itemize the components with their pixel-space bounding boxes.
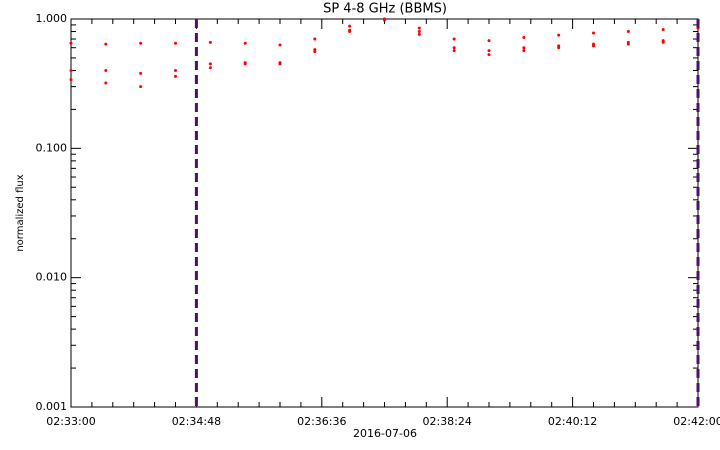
data-point	[208, 62, 212, 66]
data-point	[417, 26, 421, 30]
data-point	[487, 53, 491, 57]
data-point	[661, 40, 665, 44]
y-tick-label: 0.010	[36, 271, 68, 284]
plot-frame	[70, 18, 699, 408]
data-point	[278, 43, 282, 47]
data-point	[522, 46, 526, 50]
data-point	[104, 42, 108, 46]
data-point	[208, 66, 212, 70]
data-point	[313, 50, 317, 54]
data-point	[452, 37, 456, 41]
data-point	[243, 62, 247, 66]
chart-title: SP 4-8 GHz (BBMS)	[323, 2, 447, 17]
y-tick-label: 0.100	[36, 141, 68, 154]
data-point	[174, 41, 177, 45]
data-point	[522, 35, 526, 39]
data-point	[592, 44, 595, 48]
x-axis-label: 2016-07-06	[353, 427, 417, 440]
data-point	[452, 46, 456, 50]
data-point	[348, 24, 352, 28]
data-point	[487, 39, 491, 43]
data-point	[592, 31, 595, 35]
data-point	[174, 74, 177, 78]
data-point	[243, 41, 247, 45]
data-point	[104, 68, 108, 72]
y-tick-label: 1.000	[36, 12, 68, 25]
data-point	[522, 49, 526, 53]
data-point	[104, 81, 108, 85]
data-point	[417, 30, 421, 34]
data-point	[626, 42, 630, 46]
data-point	[557, 33, 561, 37]
data-point	[208, 40, 212, 44]
data-point	[417, 32, 421, 36]
data-point	[69, 41, 73, 45]
data-point	[348, 30, 352, 34]
data-point	[661, 27, 665, 31]
data-point	[139, 85, 143, 89]
x-tick-label: 02:33:00	[46, 415, 95, 428]
y-tick-label: 0.001	[36, 400, 68, 413]
x-tick-label: 02:42:00	[673, 415, 720, 428]
x-tick-label: 02:34:48	[172, 415, 221, 428]
data-point	[487, 49, 491, 53]
data-point	[139, 71, 143, 75]
data-point	[383, 18, 386, 22]
x-tick-label: 02:40:12	[548, 415, 597, 428]
data-point	[452, 49, 456, 53]
data-point	[174, 68, 177, 72]
data-point	[313, 37, 317, 41]
data-point	[557, 46, 561, 50]
x-tick-label: 02:36:36	[297, 415, 346, 428]
x-tick-label: 02:38:24	[422, 415, 471, 428]
data-point	[139, 41, 143, 45]
data-point	[626, 30, 630, 34]
data-point	[278, 62, 282, 66]
y-axis-label: normalized flux	[15, 174, 26, 251]
data-point	[69, 78, 73, 82]
data-point	[69, 68, 73, 72]
